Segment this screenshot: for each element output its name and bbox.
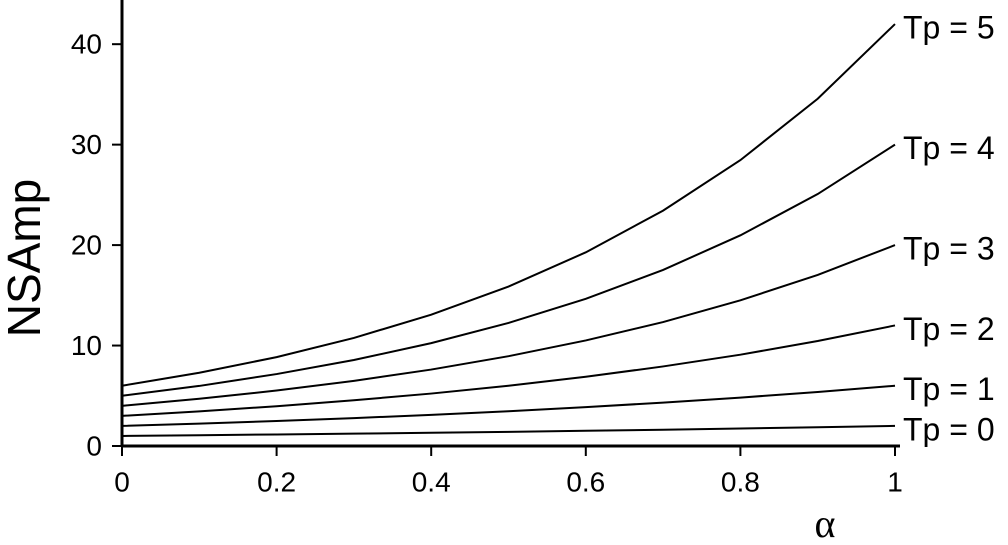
x-tick-label: 0 [114, 466, 130, 497]
series-label: Tp = 1 [903, 371, 995, 407]
y-tick-label: 30 [71, 129, 102, 160]
y-tick-label: 0 [86, 430, 102, 461]
line [121, 424, 896, 437]
series-label: Tp = 4 [903, 130, 995, 166]
series-label: Tp = 3 [903, 231, 995, 267]
line [121, 143, 896, 397]
x-tick-label: 1 [887, 466, 903, 497]
x-tick-label: 0.8 [721, 466, 760, 497]
x-tick-label: 0.4 [412, 466, 451, 497]
x-tick-label: 0.2 [257, 466, 296, 497]
y-axis-label: NSAmp [0, 179, 50, 337]
line [121, 384, 896, 427]
line [121, 244, 896, 407]
x-tick-label: 0.6 [566, 466, 605, 497]
line [121, 324, 896, 417]
x-axis-label: α [815, 501, 836, 545]
series-label: Tp = 0 [903, 411, 995, 447]
series-label: Tp = 2 [903, 311, 995, 347]
line [121, 23, 896, 387]
y-tick-label: 10 [71, 330, 102, 361]
y-tick-label: 40 [71, 29, 102, 60]
y-tick-label: 20 [71, 229, 102, 260]
series-label: Tp = 5 [903, 10, 995, 46]
